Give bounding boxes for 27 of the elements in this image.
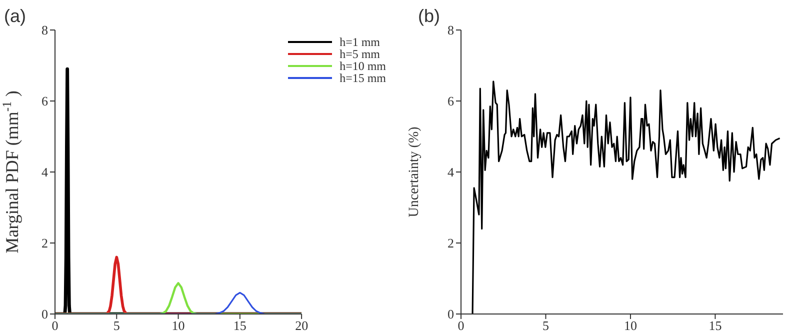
legend-label: h=10 mm (340, 59, 386, 73)
x-tick-label: 10 (172, 318, 185, 332)
x-tick-label: 20 (295, 318, 308, 332)
y-tick-label: 6 (42, 94, 48, 109)
x-tick-label: 15 (233, 318, 246, 332)
y-tick-label: 4 (42, 164, 48, 180)
y-tick-label: 2 (42, 236, 48, 251)
y-tick-label: 0 (42, 306, 48, 322)
line-series (472, 80, 781, 314)
x-tick-label: 5 (542, 318, 549, 332)
text: (b) (418, 6, 440, 27)
x-tick-label: 0 (458, 318, 464, 332)
y-axis-title: Uncertainty (%) (407, 126, 422, 218)
legend-label: h=15 mm (340, 71, 386, 85)
x-tick-label: 10 (624, 318, 637, 332)
legend-label: h=1 mm (340, 35, 380, 49)
y-tick-label: 0 (448, 306, 454, 322)
x-tick-label: 5 (113, 318, 120, 332)
x-tick-label: 0 (52, 318, 58, 332)
legend-label: h=5 mm (340, 47, 380, 61)
text: (a) (4, 6, 26, 27)
y-tick-label: 8 (42, 22, 48, 38)
y-tick-label: 8 (448, 22, 454, 38)
y-tick-label: 6 (448, 94, 454, 109)
x-tick-label: 15 (708, 318, 722, 332)
y-tick-label: 4 (448, 164, 454, 180)
y-tick-label: 2 (448, 236, 454, 251)
